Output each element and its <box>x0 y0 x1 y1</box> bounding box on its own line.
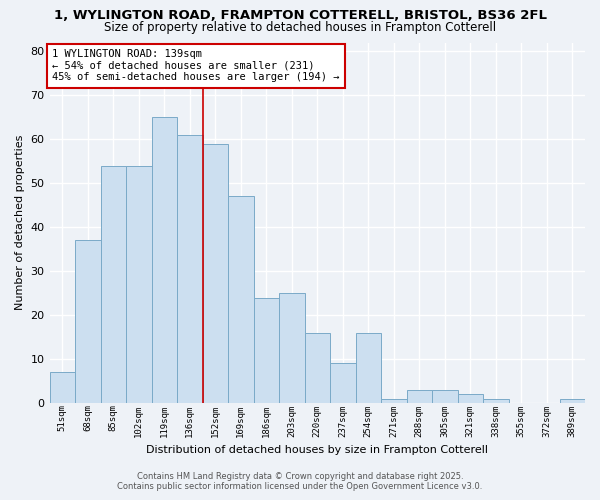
Text: Size of property relative to detached houses in Frampton Cotterell: Size of property relative to detached ho… <box>104 21 496 34</box>
Bar <box>330 364 356 403</box>
Text: 1 WYLINGTON ROAD: 139sqm
← 54% of detached houses are smaller (231)
45% of semi-: 1 WYLINGTON ROAD: 139sqm ← 54% of detach… <box>52 49 340 82</box>
X-axis label: Distribution of detached houses by size in Frampton Cotterell: Distribution of detached houses by size … <box>146 445 488 455</box>
Bar <box>203 144 228 403</box>
Bar <box>126 166 152 403</box>
Y-axis label: Number of detached properties: Number of detached properties <box>15 135 25 310</box>
Bar <box>483 398 509 403</box>
Bar <box>279 293 305 403</box>
Bar <box>560 398 585 403</box>
Bar <box>228 196 254 403</box>
Bar <box>381 398 407 403</box>
Bar <box>152 117 177 403</box>
Bar <box>432 390 458 403</box>
Bar <box>101 166 126 403</box>
Bar <box>254 298 279 403</box>
Bar <box>177 135 203 403</box>
Bar <box>75 240 101 403</box>
Bar <box>50 372 75 403</box>
Bar <box>305 332 330 403</box>
Text: Contains HM Land Registry data © Crown copyright and database right 2025.
Contai: Contains HM Land Registry data © Crown c… <box>118 472 482 491</box>
Bar <box>356 332 381 403</box>
Bar <box>458 394 483 403</box>
Bar <box>407 390 432 403</box>
Text: 1, WYLINGTON ROAD, FRAMPTON COTTERELL, BRISTOL, BS36 2FL: 1, WYLINGTON ROAD, FRAMPTON COTTERELL, B… <box>53 9 547 22</box>
